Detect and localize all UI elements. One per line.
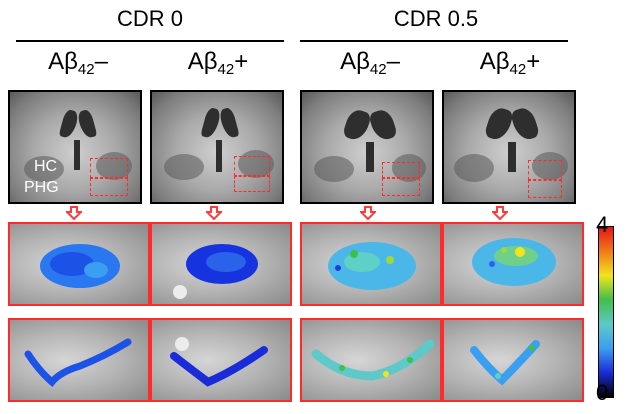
hc-map-cdr0-abeta-neg xyxy=(8,222,150,306)
group-label-cdr05: CDR 0.5 xyxy=(393,6,479,31)
colorbar-max-label: 4 xyxy=(596,212,609,237)
column-header-4: Aβ42+ xyxy=(479,48,541,78)
roi-label-hc: HC xyxy=(34,158,58,175)
mri-slice-cdr0-abeta-pos xyxy=(150,90,284,204)
roi-box-hc xyxy=(234,156,270,176)
roi-box-phg xyxy=(90,178,128,196)
column-header-3: Aβ42– xyxy=(340,48,400,78)
roi-box-phg xyxy=(234,176,270,192)
roi-box-phg xyxy=(528,180,562,198)
down-arrow-icon xyxy=(492,206,508,220)
group-label-cdr0: CDR 0 xyxy=(116,6,183,31)
hc-map-cdr05-abeta-pos xyxy=(442,222,584,306)
mri-slice-cdr05-abeta-neg xyxy=(300,90,434,204)
phg-map-cdr0-abeta-pos xyxy=(150,318,292,402)
roi-label-phg: PHG xyxy=(24,179,59,196)
down-arrow-icon xyxy=(360,206,376,220)
roi-box-hc xyxy=(90,158,128,178)
group-rule-cdr0 xyxy=(16,40,284,42)
roi-box-hc xyxy=(382,162,420,178)
mri-slice-cdr05-abeta-pos xyxy=(442,90,576,204)
phg-map-cdr0-abeta-neg xyxy=(8,318,150,402)
mri-slice-cdr0-abeta-neg: HC PHG xyxy=(8,90,142,204)
hc-map-cdr05-abeta-neg xyxy=(300,222,442,306)
column-header-2: Aβ42+ xyxy=(187,48,249,78)
column-header-1: Aβ42– xyxy=(48,48,108,78)
down-arrow-icon xyxy=(206,206,222,220)
roi-box-phg xyxy=(382,178,420,196)
hc-map-cdr0-abeta-pos xyxy=(150,222,292,306)
phg-map-cdr05-abeta-neg xyxy=(300,318,442,402)
colorbar xyxy=(598,226,614,398)
colorbar-min-label: 0 xyxy=(596,380,609,405)
down-arrow-icon xyxy=(66,206,82,220)
phg-map-cdr05-abeta-pos xyxy=(442,318,584,402)
roi-box-hc xyxy=(528,160,562,180)
group-rule-cdr05 xyxy=(300,40,568,42)
